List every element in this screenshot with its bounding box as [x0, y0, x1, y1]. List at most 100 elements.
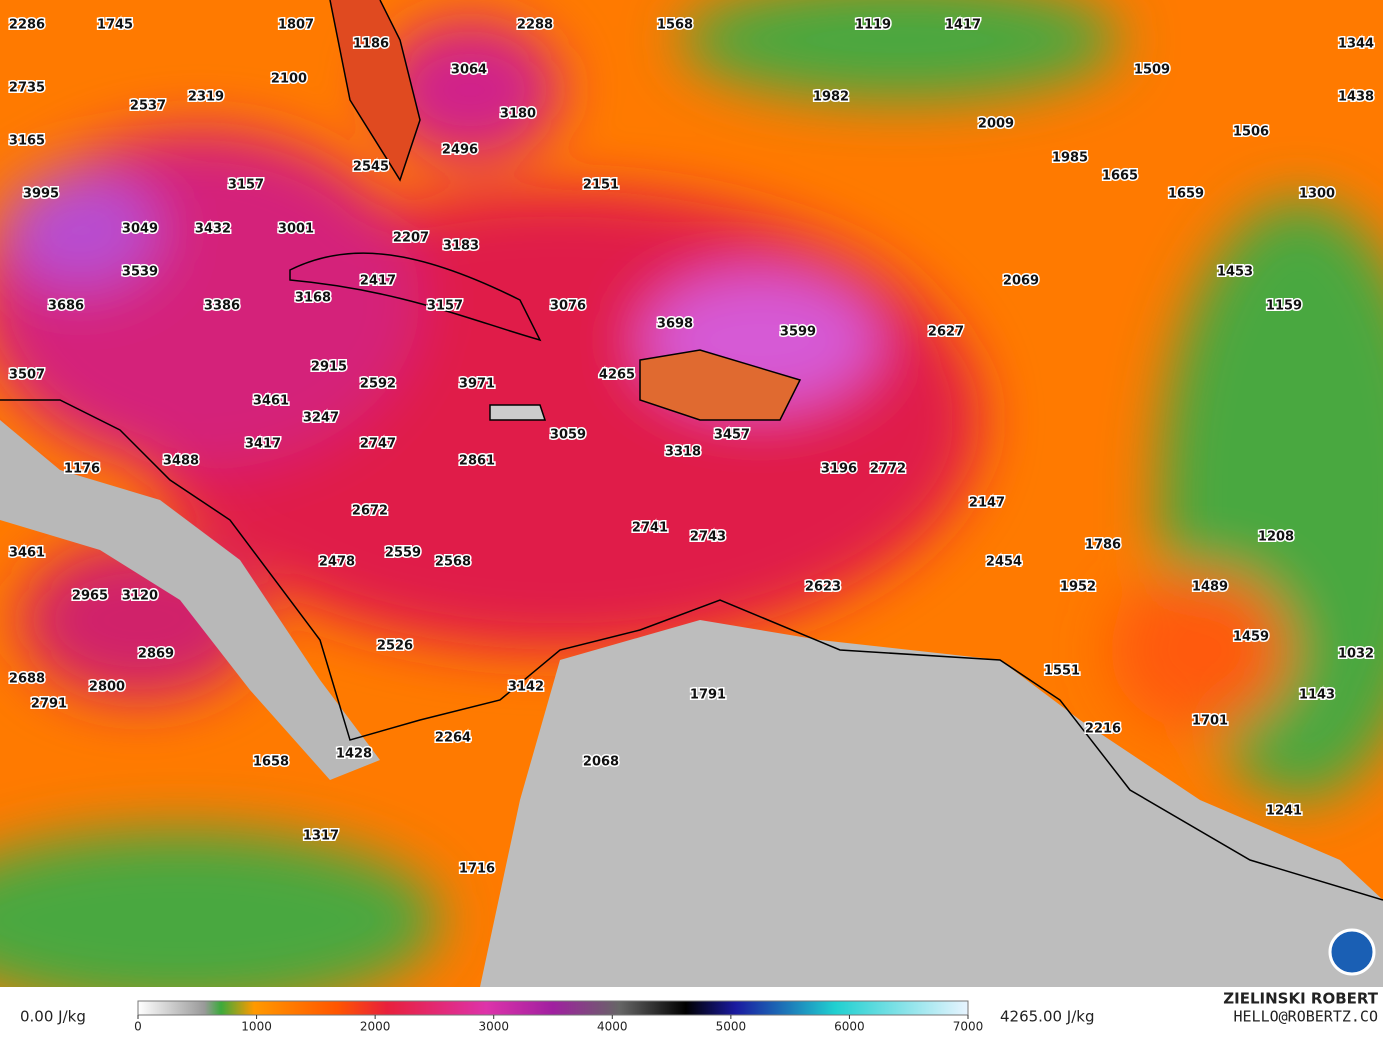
cape-label: 1317: [303, 829, 339, 844]
cape-label: 1300: [1299, 187, 1335, 202]
cape-label: 2623: [805, 580, 841, 595]
cape-label: 3183: [443, 239, 479, 254]
cape-label: 2009: [978, 117, 1014, 132]
cape-label: 3064: [451, 63, 487, 78]
cape-label: 3049: [122, 222, 158, 237]
cape-label: 1509: [1134, 63, 1170, 78]
cape-label: 1716: [459, 862, 495, 877]
cape-label: 2800: [89, 680, 125, 695]
cape-label: 2151: [583, 178, 619, 193]
cape-label: 1186: [353, 37, 389, 52]
cape-label: 2688: [9, 672, 45, 687]
cape-label: 2526: [377, 639, 413, 654]
cape-label: 2068: [583, 755, 619, 770]
cape-label: 3417: [245, 437, 281, 452]
cape-label: 1159: [1266, 299, 1302, 314]
cape-label: 2747: [360, 437, 396, 452]
cape-label: 2915: [311, 360, 347, 375]
cape-label: 3432: [195, 222, 231, 237]
legend-min: 0.00 J/kg: [20, 1008, 86, 1026]
cape-label: 3059: [550, 428, 586, 443]
cape-label: 1428: [336, 747, 372, 762]
cape-label: 1453: [1217, 265, 1253, 280]
colorbar-tick-label: 3000: [478, 1020, 509, 1034]
cape-label: 3599: [780, 325, 816, 340]
cape-label: 1985: [1052, 151, 1088, 166]
colorbar: [137, 1000, 969, 1016]
cape-label: 3698: [657, 317, 693, 332]
cape-label: 1982: [813, 90, 849, 105]
cape-label: 1658: [253, 755, 289, 770]
cape-label: 3165: [9, 134, 45, 149]
colorbar-tick-label: 6000: [834, 1020, 865, 1034]
cape-label: 1665: [1102, 169, 1138, 184]
credit-email: HELLO@ROBERTZ.CO: [1234, 1008, 1379, 1026]
cape-label: 1208: [1258, 530, 1294, 545]
cape-label: 1344: [1338, 37, 1374, 52]
cape-label: 1143: [1299, 688, 1335, 703]
cape-label: 1659: [1168, 187, 1204, 202]
cape-label: 2869: [138, 647, 174, 662]
cape-label: 2478: [319, 555, 355, 570]
cape-label: 1807: [278, 18, 314, 33]
cape-label: 2627: [928, 325, 964, 340]
cape-label: 1786: [1085, 538, 1121, 553]
cape-label: 2743: [690, 530, 726, 545]
cape-label: 2592: [360, 377, 396, 392]
cape-label: 3461: [9, 546, 45, 561]
cape-label: 2100: [271, 72, 307, 87]
cape-label: 2559: [385, 546, 421, 561]
cape-label: 3196: [821, 462, 857, 477]
colorbar-tick-label: 2000: [360, 1020, 391, 1034]
cape-label: 2861: [459, 454, 495, 469]
cape-label: 2496: [442, 143, 478, 158]
cape-label: 3142: [508, 680, 544, 695]
cape-label: 2288: [517, 18, 553, 33]
cape-label: 2791: [31, 697, 67, 712]
cape-label: 1119: [855, 18, 891, 33]
cape-label: 2069: [1003, 274, 1039, 289]
cape-label: 1506: [1233, 125, 1269, 140]
cape-label: 2264: [435, 731, 471, 746]
cape-label: 3488: [163, 454, 199, 469]
cape-label: 3318: [665, 445, 701, 460]
colorbar-tick-label: 7000: [953, 1020, 984, 1034]
cape-label: 2319: [188, 90, 224, 105]
cape-label: 3076: [550, 299, 586, 314]
cape-label: 2741: [632, 521, 668, 536]
cape-label: 2454: [986, 555, 1022, 570]
cape-label: 3180: [500, 107, 536, 122]
cape-label: 3995: [23, 187, 59, 202]
cape-label: 1568: [657, 18, 693, 33]
cape-label: 1438: [1338, 90, 1374, 105]
cape-label: 3001: [278, 222, 314, 237]
cape-label: 3168: [295, 291, 331, 306]
cape-label: 3157: [427, 299, 463, 314]
cape-label: 2417: [360, 274, 396, 289]
colorbar-tick-label: 0: [134, 1020, 142, 1034]
cape-label: 3120: [122, 589, 158, 604]
cape-label: 2286: [9, 18, 45, 33]
cape-label: 1701: [1192, 714, 1228, 729]
cape-label: 1176: [64, 462, 100, 477]
legend-max: 4265.00 J/kg: [1000, 1008, 1094, 1026]
cape-label: 2568: [435, 555, 471, 570]
cape-label: 4265: [599, 368, 635, 383]
colorbar-tick-label: 1000: [241, 1020, 272, 1034]
field: [0, 0, 1383, 987]
credit-name: ZIELINSKI ROBERT: [1223, 990, 1378, 1008]
cape-label: 3457: [714, 428, 750, 443]
cape-label: 1952: [1060, 580, 1096, 595]
noaa-logo: [1328, 928, 1376, 976]
cape-label: 2772: [870, 462, 906, 477]
cape-label: 1241: [1266, 804, 1302, 819]
cape-label: 2965: [72, 589, 108, 604]
cape-label: 1489: [1192, 580, 1228, 595]
cape-label: 1791: [690, 688, 726, 703]
cape-label: 3686: [48, 299, 84, 314]
cape-label: 3461: [253, 394, 289, 409]
cape-label: 3971: [459, 377, 495, 392]
cape-label: 2147: [969, 496, 1005, 511]
